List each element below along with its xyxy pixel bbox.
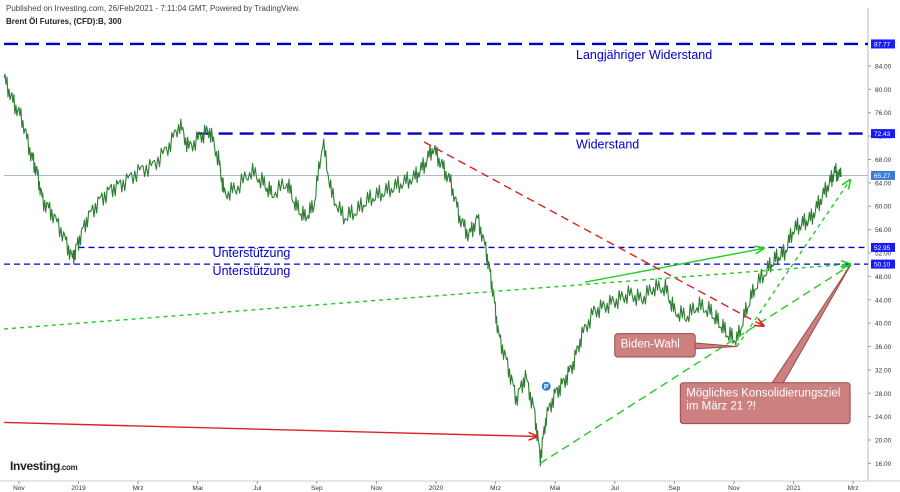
level-badge-0	[871, 39, 895, 49]
y-tick-label-11: 60.00	[875, 204, 892, 211]
callout-box-1	[679, 382, 851, 425]
y-axis: 16.00 20.00 24.00 28.00 32.00 36.00 40.00 44.00…	[868, 39, 895, 468]
x-tick-label-0: Nov	[13, 485, 25, 492]
annotation-label-1: Widerstand	[576, 137, 639, 151]
level-badge-label-1: 72.43	[874, 131, 891, 138]
x-tick-label-3: Mai	[192, 485, 202, 492]
callout-pointer-1	[768, 265, 851, 393]
trendline-green-0	[3, 264, 850, 330]
axis-frame	[0, 8, 900, 482]
instrument-title: Brent Öl Futures, (CFD):B, 300	[6, 17, 122, 26]
x-tick-label-1: 2019	[71, 485, 86, 492]
y-tick-label-17: 84.00	[875, 63, 892, 70]
x-tick-label-2: Mrz	[133, 485, 144, 492]
callout-text-0-0: Biden-Wahl	[621, 339, 680, 351]
y-tick-label-8: 48.00	[875, 274, 892, 281]
level-badge-4	[871, 259, 895, 269]
y-tick-label-3: 28.00	[875, 391, 892, 398]
event-marker-label: P	[544, 384, 549, 391]
price-series	[3, 73, 842, 467]
event-marker	[540, 380, 552, 392]
published-note: Published on Investing.com, 26/Feb/2021 …	[6, 4, 301, 13]
y-tick-label-1: 20.00	[875, 438, 892, 445]
annotations: Langjähriger Widerstand Widerstand Unterst…	[213, 48, 851, 425]
x-tick-label-4: Jul	[253, 485, 262, 492]
trendline-green-3	[584, 248, 764, 283]
y-tick-label-15: 76.00	[875, 110, 892, 117]
x-tick-label-5: Sep	[311, 485, 323, 492]
x-tick-label-11: Sep	[669, 485, 681, 492]
logo-domain: .com	[59, 463, 78, 472]
x-tick-label-7: 2020	[429, 485, 444, 492]
price-line	[3, 73, 842, 467]
investing-logo: Investing.com	[10, 459, 78, 473]
x-tick-label-13: 2021	[786, 485, 801, 492]
y-tick-label-12: 64.00	[875, 180, 892, 187]
trendline-red-5	[3, 421, 537, 436]
level-badge-3	[871, 242, 895, 252]
x-tick-label-12: Nov	[728, 485, 740, 492]
y-tick-label-16: 80.00	[875, 87, 892, 94]
x-tick-label-8: Mrz	[490, 485, 501, 492]
trendline-green-1	[539, 265, 850, 464]
y-tick-label-7: 44.00	[875, 297, 892, 304]
annotation-label-2: Unterstützung	[213, 246, 291, 260]
level-badge-2	[871, 170, 895, 180]
x-tick-label-6: Nov	[371, 485, 383, 492]
level-badge-label-0: 87.77	[874, 41, 891, 48]
level-badge-label-2: 65.27	[874, 173, 891, 180]
callout-text-1-0: Mögliches Konsolidierungsziel	[686, 388, 840, 400]
y-tick-label-5: 36.00	[875, 344, 892, 351]
annotation-label-3: Unterstützung	[213, 264, 291, 278]
level-badge-label-4: 50.10	[874, 262, 891, 269]
y-tick-label-2: 24.00	[875, 414, 892, 421]
trendlines	[3, 141, 850, 464]
y-tick-label-4: 32.00	[875, 367, 892, 374]
y-tick-label-6: 40.00	[875, 321, 892, 328]
level-badge-label-3: 52.95	[874, 245, 891, 252]
x-axis: Nov 2019 Mrz Mai Jul Sep Nov 2020 Mrz Mai Jul Sep No…	[13, 481, 859, 492]
trendline-green-2	[736, 180, 850, 347]
y-tick-label-0: 16.00	[875, 461, 892, 468]
annotation-label-0: Langjähriger Widerstand	[576, 48, 712, 62]
callout-box-0	[614, 333, 696, 358]
y-tick-label-10: 56.00	[875, 227, 892, 234]
y-tick-label-13: 68.00	[875, 157, 892, 164]
logo-name: Investing	[10, 459, 60, 473]
trendline-red-4	[423, 141, 764, 326]
level-badge-1	[871, 129, 895, 139]
x-tick-label-14: Mrz	[848, 485, 859, 492]
callout-text-1-1: im März 21 ?!	[686, 401, 756, 413]
x-tick-label-9: Mai	[550, 485, 560, 492]
y-tick-label-9: 52.00	[875, 251, 892, 258]
x-tick-label-10: Jul	[611, 485, 620, 492]
